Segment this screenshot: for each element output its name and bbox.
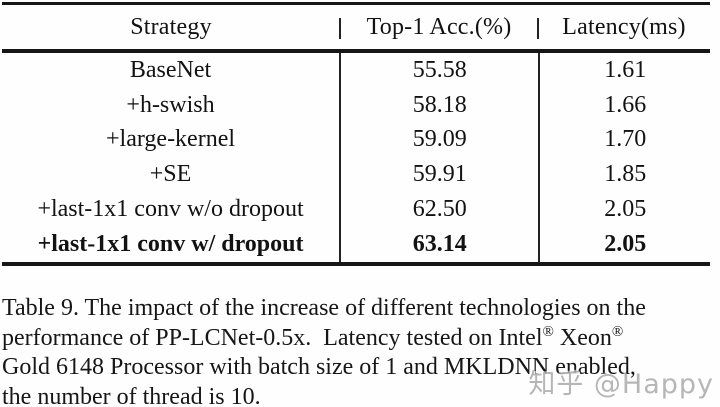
cell-latency: 1.61: [604, 56, 647, 83]
cell-latency: 2.05: [604, 196, 647, 223]
column-header-strategy: Strategy: [2, 14, 341, 41]
table-row: BaseNet 55.58 1.61: [2, 53, 710, 88]
column-header-top1-acc: Top-1 Acc.(%): [340, 14, 539, 41]
table-row: +last-1x1 conv w/o dropout 62.50 2.05: [2, 192, 710, 227]
cell-latency: 1.70: [604, 126, 647, 153]
cell-acc: 63.14: [341, 226, 541, 262]
cell-latency: 1.66: [604, 91, 647, 118]
cell-latency: 2.05: [604, 230, 647, 257]
table-row: +large-kernel 59.09 1.70: [2, 122, 710, 158]
cell-acc: 59.09: [341, 122, 541, 158]
table-row: +SE 59.91 1.85: [2, 157, 710, 193]
table-header-row: Strategy Top-1 Acc.(%) Latency(ms): [2, 5, 710, 49]
cell-strategy: BaseNet: [2, 53, 342, 88]
cell-latency: 1.85: [604, 161, 647, 188]
registered-trademark-icon: ®: [542, 323, 554, 340]
caption-text: Xeon: [553, 324, 612, 351]
cell-acc: 55.58: [341, 53, 541, 88]
caption-line: performance of PP-LCNet-0.5x. Latency te…: [2, 324, 718, 354]
cell-strategy: +h-swish: [2, 87, 342, 123]
cell-strategy: +last-1x1 conv w/ dropout: [2, 226, 342, 262]
table-row-highlighted: +last-1x1 conv w/ dropout 63.14 2.05: [2, 226, 710, 262]
table-bottom-rule: [2, 261, 710, 266]
table-row: +h-swish 58.18 1.66: [2, 87, 710, 123]
table-header-rule: [2, 49, 710, 53]
cell-strategy: +last-1x1 conv w/o dropout: [2, 192, 342, 227]
registered-trademark-icon: ®: [611, 323, 624, 340]
caption-text: performance of PP-LCNet-0.5x. Latency te…: [2, 324, 543, 351]
cell-strategy: +large-kernel: [2, 122, 342, 158]
caption-line: the number of thread is 10.: [2, 383, 261, 407]
cell-strategy: +SE: [2, 157, 342, 193]
column-header-latency: Latency(ms): [562, 13, 686, 40]
table-top-rule: [2, 2, 710, 5]
table-caption: Table 9. The impact of the increase of d…: [2, 294, 718, 407]
cell-acc: 62.50: [341, 192, 541, 227]
cell-acc: 59.91: [341, 157, 541, 193]
caption-line: Table 9. The impact of the increase of d…: [2, 295, 646, 321]
cell-acc: 58.18: [341, 87, 541, 123]
caption-line: Gold 6148 Processor with batch size of 1…: [2, 354, 636, 380]
results-table: Strategy Top-1 Acc.(%) Latency(ms) BaseN…: [2, 2, 710, 266]
